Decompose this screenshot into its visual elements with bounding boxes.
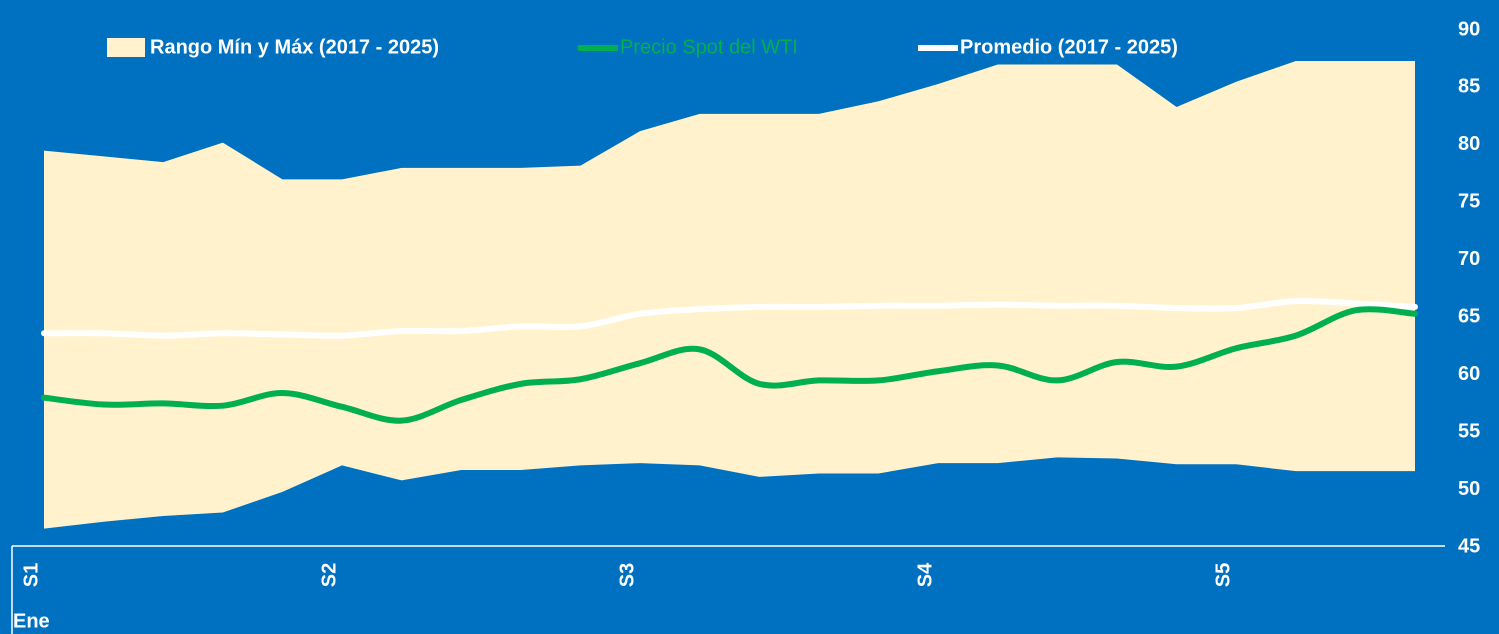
y-tick-label: 70 bbox=[1458, 248, 1480, 270]
y-tick-label: 60 bbox=[1458, 363, 1480, 385]
legend-label: Promedio (2017 - 2025) bbox=[960, 36, 1178, 58]
y-tick-label: 45 bbox=[1458, 535, 1480, 557]
line-series bbox=[41, 306, 1418, 424]
x-tick-label: S4 bbox=[914, 562, 936, 587]
x-tick-label: S1 bbox=[20, 563, 42, 587]
legend-label: Precio Spot del WTI bbox=[620, 36, 798, 58]
y-tick-label: 75 bbox=[1458, 191, 1480, 213]
x-group-label: Ene bbox=[13, 610, 50, 632]
band-low bbox=[44, 457, 1415, 547]
x-tick-label: S5 bbox=[1212, 563, 1234, 587]
legend-swatch bbox=[107, 38, 145, 57]
x-tick-label: S2 bbox=[318, 563, 340, 587]
y-tick-label: 65 bbox=[1458, 306, 1480, 328]
x-tick-label: S3 bbox=[616, 563, 638, 587]
y-tick-label: 55 bbox=[1458, 420, 1480, 442]
y-tick-label: 85 bbox=[1458, 76, 1480, 98]
y-tick-label: 80 bbox=[1458, 133, 1480, 155]
legend-label: Rango Mín y Máx (2017 - 2025) bbox=[150, 36, 439, 58]
line-series bbox=[41, 297, 1418, 339]
y-tick-label: 90 bbox=[1458, 18, 1480, 40]
band-high bbox=[44, 61, 1415, 548]
y-tick-label: 50 bbox=[1458, 478, 1480, 500]
